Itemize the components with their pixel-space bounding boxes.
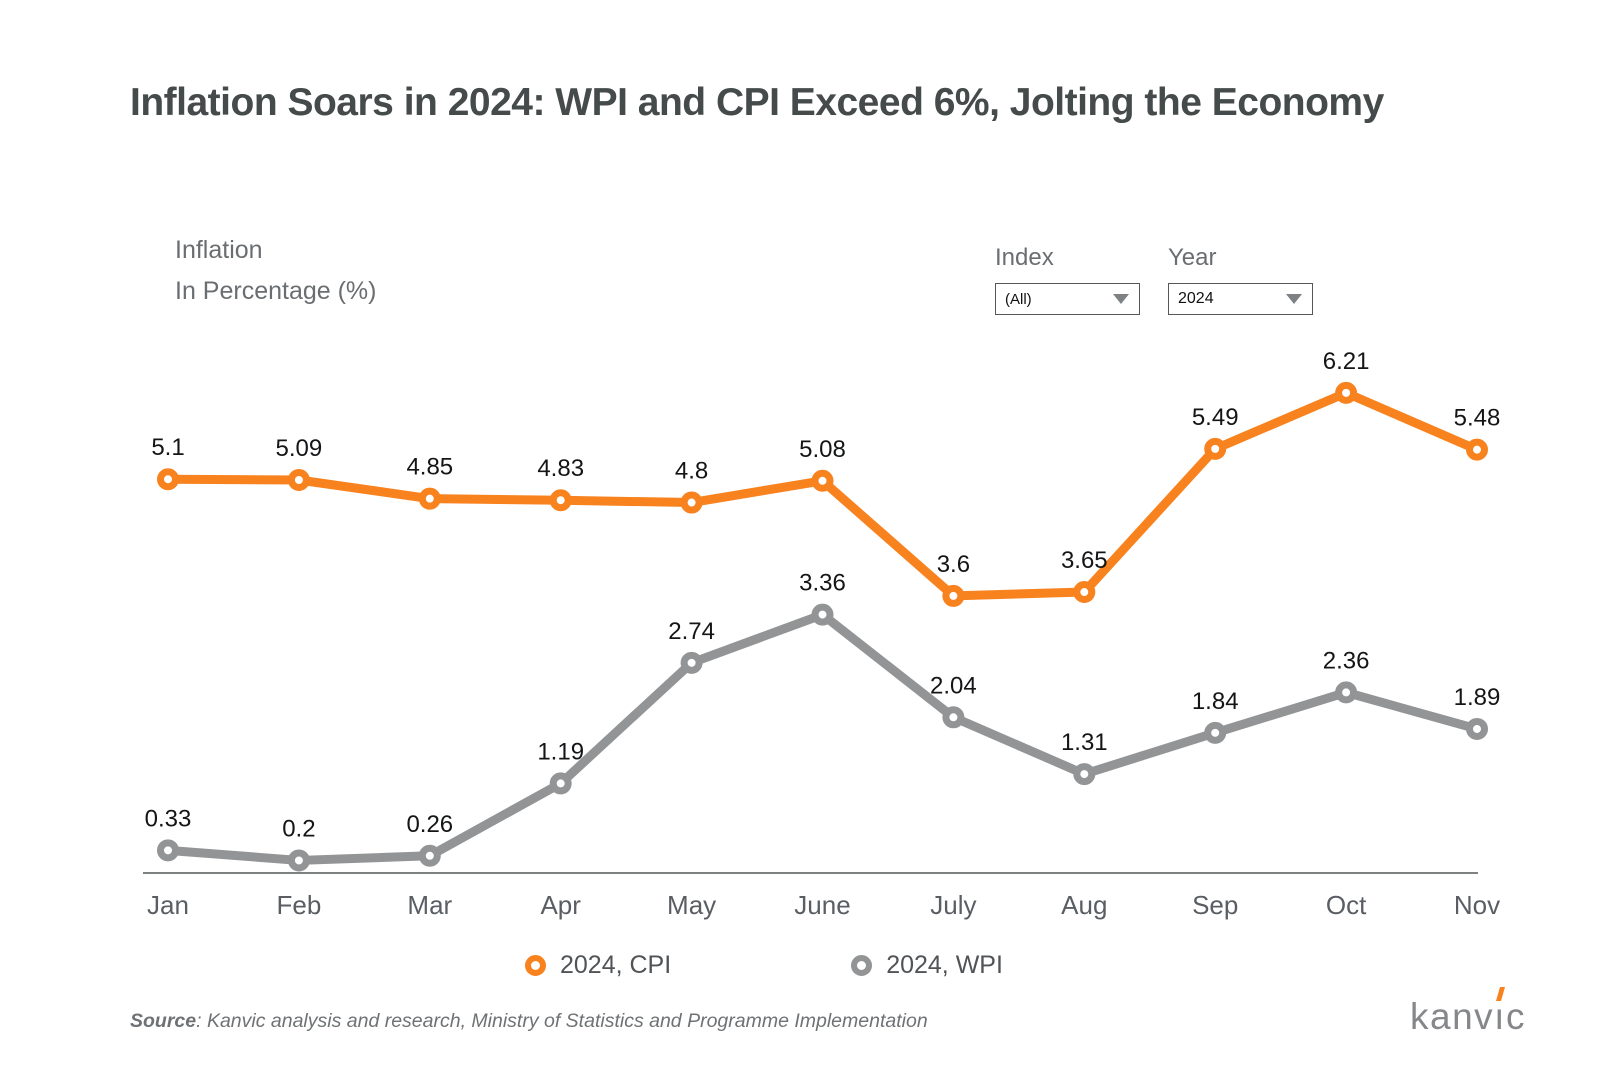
data-point-marker bbox=[1204, 437, 1227, 460]
data-point-label: 2.36 bbox=[1323, 647, 1370, 674]
legend-item-wpi[interactable]: 2024, WPI bbox=[851, 951, 1003, 980]
data-point-label: 0.2 bbox=[282, 815, 315, 842]
x-tick-label: Feb bbox=[276, 890, 321, 920]
data-point-marker bbox=[1073, 581, 1096, 604]
y-axis-title-line1: Inflation bbox=[175, 236, 263, 264]
x-tick-label: June bbox=[794, 890, 850, 920]
x-tick-label: May bbox=[667, 890, 716, 920]
y-axis-title: Inflation In Percentage (%) bbox=[175, 230, 377, 312]
series-line-2024-cpi bbox=[163, 388, 1482, 601]
legend-label-cpi: 2024, CPI bbox=[560, 951, 672, 979]
chart-legend: 2024, CPI 2024, WPI bbox=[525, 951, 1003, 980]
data-point-marker bbox=[418, 487, 441, 510]
source-text: : Kanvic analysis and research, Ministry… bbox=[196, 1010, 928, 1032]
data-point-label: 5.48 bbox=[1454, 405, 1501, 432]
logo-accent-i: ı bbox=[1494, 996, 1506, 1037]
year-filter-label: Year bbox=[1168, 244, 1217, 271]
index-dropdown[interactable]: (All) bbox=[995, 283, 1140, 315]
data-point-label: 3.6 bbox=[937, 551, 970, 578]
data-point-marker bbox=[1335, 381, 1358, 404]
data-point-marker bbox=[811, 603, 834, 626]
cpi-series-marker-icon bbox=[525, 955, 546, 976]
data-point-marker bbox=[942, 584, 965, 607]
source-note: Source: Kanvic analysis and research, Mi… bbox=[130, 1010, 928, 1033]
data-point-label: 6.21 bbox=[1323, 348, 1370, 375]
data-point-marker bbox=[549, 489, 572, 512]
legend-item-cpi[interactable]: 2024, CPI bbox=[525, 951, 671, 980]
chevron-down-icon bbox=[1286, 294, 1302, 304]
data-point-marker bbox=[1466, 438, 1488, 461]
chevron-down-icon bbox=[1113, 294, 1129, 304]
data-point-marker bbox=[157, 839, 179, 862]
x-tick-label: Oct bbox=[1326, 890, 1367, 920]
data-point-marker bbox=[287, 849, 310, 872]
data-point-label: 1.89 bbox=[1454, 684, 1501, 711]
data-point-label: 1.31 bbox=[1061, 729, 1108, 756]
data-point-marker bbox=[811, 469, 834, 492]
data-point-label: 0.26 bbox=[406, 811, 453, 838]
data-point-label: 5.08 bbox=[799, 436, 846, 463]
year-dropdown[interactable]: 2024 bbox=[1168, 283, 1313, 315]
series-line-2024-wpi bbox=[163, 610, 1482, 865]
x-tick-label: Jan bbox=[147, 890, 189, 920]
x-tick-label: Mar bbox=[407, 890, 452, 920]
data-point-marker bbox=[680, 651, 703, 674]
page-title: Inflation Soars in 2024: WPI and CPI Exc… bbox=[130, 81, 1384, 124]
data-point-label: 5.1 bbox=[151, 434, 184, 461]
data-point-label: 1.84 bbox=[1192, 688, 1239, 715]
data-point-marker bbox=[1204, 721, 1227, 744]
x-tick-label: Nov bbox=[1454, 890, 1500, 920]
data-point-marker bbox=[1073, 763, 1096, 786]
year-dropdown-value: 2024 bbox=[1178, 290, 1214, 307]
data-point-marker bbox=[157, 468, 179, 491]
x-tick-label: Aug bbox=[1061, 890, 1107, 920]
source-label: Source bbox=[130, 1010, 197, 1032]
data-point-marker bbox=[1335, 681, 1358, 704]
data-point-label: 2.74 bbox=[668, 618, 715, 645]
data-point-label: 1.19 bbox=[537, 738, 584, 765]
kanvic-logo: kanvıc bbox=[1410, 996, 1526, 1037]
legend-label-wpi: 2024, WPI bbox=[886, 951, 1003, 979]
data-point-label: 4.83 bbox=[537, 455, 584, 482]
data-point-marker bbox=[942, 706, 965, 729]
year-filter: Year 2024 bbox=[1168, 244, 1313, 315]
data-point-label: 5.49 bbox=[1192, 404, 1239, 431]
x-tick-label: Sep bbox=[1192, 890, 1238, 920]
data-point-label: 3.65 bbox=[1061, 547, 1108, 574]
data-point-label: 5.09 bbox=[276, 435, 323, 462]
index-filter: Index (All) bbox=[995, 244, 1140, 315]
data-point-marker bbox=[287, 468, 310, 491]
data-point-marker bbox=[549, 772, 572, 795]
data-point-label: 4.85 bbox=[406, 454, 453, 481]
index-dropdown-value: (All) bbox=[1005, 290, 1032, 308]
data-point-marker bbox=[680, 491, 703, 514]
index-filter-label: Index bbox=[995, 244, 1054, 271]
data-point-label: 0.33 bbox=[145, 805, 192, 832]
data-point-marker bbox=[418, 844, 441, 867]
data-point-marker bbox=[1466, 717, 1488, 740]
wpi-series-marker-icon bbox=[851, 955, 873, 976]
data-point-label: 3.36 bbox=[799, 570, 846, 597]
y-axis-title-line2: In Percentage (%) bbox=[175, 277, 377, 305]
x-tick-label: July bbox=[930, 890, 976, 920]
data-point-label: 4.8 bbox=[675, 458, 708, 485]
x-tick-label: Apr bbox=[540, 890, 581, 920]
data-point-label: 2.04 bbox=[930, 672, 977, 699]
